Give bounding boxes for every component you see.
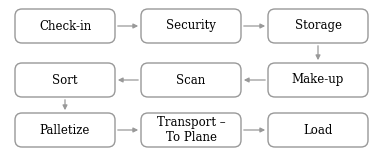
FancyBboxPatch shape — [15, 63, 115, 97]
FancyBboxPatch shape — [141, 63, 241, 97]
FancyBboxPatch shape — [268, 63, 368, 97]
Text: Transport –
To Plane: Transport – To Plane — [157, 116, 225, 144]
Text: Security: Security — [166, 20, 216, 32]
FancyBboxPatch shape — [15, 9, 115, 43]
Text: Check-in: Check-in — [39, 20, 91, 32]
FancyBboxPatch shape — [268, 113, 368, 147]
FancyBboxPatch shape — [15, 113, 115, 147]
FancyBboxPatch shape — [141, 113, 241, 147]
Text: Load: Load — [303, 124, 333, 136]
Text: Scan: Scan — [176, 73, 206, 86]
Text: Sort: Sort — [52, 73, 78, 86]
Text: Storage: Storage — [295, 20, 342, 32]
Text: Palletize: Palletize — [40, 124, 90, 136]
FancyBboxPatch shape — [141, 9, 241, 43]
Text: Make-up: Make-up — [292, 73, 344, 86]
FancyBboxPatch shape — [268, 9, 368, 43]
